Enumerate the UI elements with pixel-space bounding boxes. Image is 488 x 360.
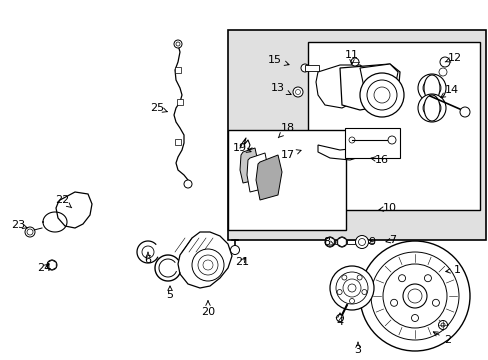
Text: 20: 20 bbox=[201, 301, 215, 317]
Circle shape bbox=[183, 180, 192, 188]
Polygon shape bbox=[325, 237, 334, 247]
Text: 15: 15 bbox=[267, 55, 288, 66]
Circle shape bbox=[336, 237, 346, 247]
Bar bbox=[346, 240, 354, 244]
Circle shape bbox=[411, 315, 418, 321]
Text: 19: 19 bbox=[232, 143, 250, 153]
Bar bbox=[177, 99, 183, 105]
Text: 21: 21 bbox=[234, 257, 248, 267]
Circle shape bbox=[390, 299, 397, 306]
Circle shape bbox=[347, 284, 355, 292]
Bar bbox=[345, 128, 399, 158]
Text: 7: 7 bbox=[385, 235, 396, 245]
Circle shape bbox=[459, 107, 469, 117]
Text: 6: 6 bbox=[144, 252, 151, 265]
Bar bbox=[227, 30, 485, 240]
Circle shape bbox=[329, 266, 373, 310]
Polygon shape bbox=[339, 64, 399, 110]
Polygon shape bbox=[56, 192, 92, 228]
Circle shape bbox=[387, 136, 395, 144]
Text: 12: 12 bbox=[444, 53, 461, 63]
Circle shape bbox=[424, 275, 430, 282]
Circle shape bbox=[431, 299, 439, 306]
Bar bbox=[175, 139, 181, 145]
Polygon shape bbox=[240, 148, 258, 183]
Circle shape bbox=[355, 235, 368, 248]
Circle shape bbox=[417, 74, 445, 102]
Bar bbox=[227, 130, 346, 230]
Bar bbox=[307, 42, 479, 210]
Circle shape bbox=[292, 87, 303, 97]
Text: 22: 22 bbox=[55, 195, 72, 208]
Polygon shape bbox=[47, 260, 56, 270]
Polygon shape bbox=[256, 155, 282, 200]
Polygon shape bbox=[317, 142, 367, 160]
Circle shape bbox=[356, 275, 362, 280]
Text: 24: 24 bbox=[37, 263, 51, 273]
Polygon shape bbox=[178, 232, 231, 288]
Circle shape bbox=[417, 94, 445, 122]
Text: 13: 13 bbox=[270, 83, 290, 95]
Text: 11: 11 bbox=[345, 50, 358, 64]
Circle shape bbox=[382, 264, 446, 328]
Text: 3: 3 bbox=[354, 342, 361, 355]
Text: 23: 23 bbox=[11, 220, 28, 230]
Text: 18: 18 bbox=[278, 123, 294, 138]
Circle shape bbox=[192, 249, 224, 281]
Text: 4: 4 bbox=[336, 313, 343, 327]
Circle shape bbox=[359, 241, 469, 351]
Circle shape bbox=[361, 289, 366, 294]
Circle shape bbox=[336, 289, 342, 294]
Polygon shape bbox=[246, 153, 267, 192]
Bar bbox=[175, 67, 181, 73]
Text: 9: 9 bbox=[367, 237, 375, 247]
Polygon shape bbox=[337, 237, 346, 247]
Text: 14: 14 bbox=[440, 85, 458, 98]
Text: 16: 16 bbox=[370, 155, 388, 165]
Polygon shape bbox=[315, 65, 369, 108]
Circle shape bbox=[402, 284, 426, 308]
Text: 25: 25 bbox=[150, 103, 167, 113]
Circle shape bbox=[336, 315, 343, 321]
Circle shape bbox=[47, 260, 57, 270]
Bar bbox=[334, 240, 342, 244]
Text: 17: 17 bbox=[281, 150, 301, 160]
Text: 8: 8 bbox=[323, 237, 333, 247]
Text: 1: 1 bbox=[445, 265, 460, 275]
Ellipse shape bbox=[423, 95, 439, 121]
Circle shape bbox=[439, 57, 449, 67]
Circle shape bbox=[438, 320, 447, 329]
Polygon shape bbox=[359, 64, 397, 92]
Bar bbox=[305, 65, 318, 71]
Circle shape bbox=[230, 246, 239, 255]
Ellipse shape bbox=[423, 75, 439, 101]
Circle shape bbox=[350, 58, 358, 66]
Circle shape bbox=[25, 227, 35, 237]
Circle shape bbox=[301, 64, 308, 72]
Circle shape bbox=[325, 237, 334, 247]
Text: 10: 10 bbox=[378, 203, 396, 213]
Circle shape bbox=[341, 275, 346, 280]
Circle shape bbox=[174, 40, 182, 48]
Circle shape bbox=[359, 73, 403, 117]
Circle shape bbox=[398, 275, 405, 282]
Circle shape bbox=[349, 298, 354, 303]
Text: 2: 2 bbox=[432, 332, 450, 345]
Text: 5: 5 bbox=[166, 286, 173, 300]
